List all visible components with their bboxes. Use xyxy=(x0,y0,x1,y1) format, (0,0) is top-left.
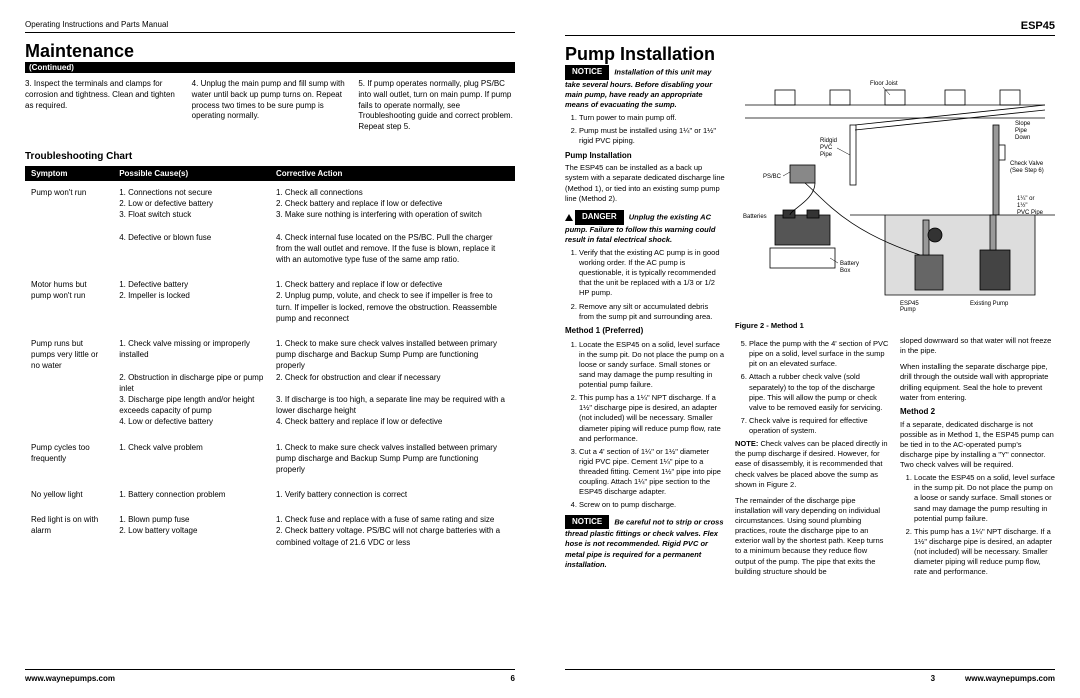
page-number-right: 3 xyxy=(931,674,935,683)
notice-badge-1: NOTICE xyxy=(565,65,609,80)
right-col-3: sloped downward so that water will not f… xyxy=(900,336,1055,669)
m2-step-2: This pump has a 1¼" NPT discharge. If a … xyxy=(914,527,1055,578)
title-maintenance: Maintenance xyxy=(25,41,515,62)
troubleshooting-table: Symptom Possible Cause(s) Corrective Act… xyxy=(25,166,515,556)
page-left: Operating Instructions and Parts Manual … xyxy=(0,0,540,698)
svg-text:PVC Pipe: PVC Pipe xyxy=(1017,210,1044,216)
th-symptom: Symptom xyxy=(25,166,113,181)
danger-badge: DANGER xyxy=(575,210,624,225)
table-row: Pump runs but pumps very little or no wa… xyxy=(25,332,515,436)
th-cause: Possible Cause(s) xyxy=(113,166,270,181)
troubleshooting-heading: Troubleshooting Chart xyxy=(25,151,515,162)
footer-url-right: www.waynepumps.com xyxy=(965,674,1055,683)
title-pump-installation: Pump Installation xyxy=(565,44,1055,65)
page-right: ESP45 Pump Installation NOTICE Installat… xyxy=(540,0,1080,698)
svg-text:Box: Box xyxy=(840,268,850,274)
continued-bar: (Continued) xyxy=(25,62,515,73)
notice-badge-2: NOTICE xyxy=(565,515,609,530)
pi-text: The ESP45 can be installed as a back up … xyxy=(565,163,725,204)
installation-diagram: Floor Joist Ridgid PVC Pipe PS/BC Batter… xyxy=(735,65,1055,315)
footer-url: www.waynepumps.com xyxy=(25,674,115,683)
svg-text:Pump: Pump xyxy=(900,307,916,313)
right-columns: NOTICE Installation of this unit may tak… xyxy=(565,65,1055,669)
svg-text:Down: Down xyxy=(1015,135,1030,141)
lbl-existing: Existing Pump xyxy=(970,301,1009,307)
table-row: Pump won't run1. Connections not secure … xyxy=(25,181,515,273)
right-col-23-wrap: Floor Joist Ridgid PVC Pipe PS/BC Batter… xyxy=(735,65,1055,669)
right-col-1: NOTICE Installation of this unit may tak… xyxy=(565,65,725,669)
verify-1: Verify that the existing AC pump is in g… xyxy=(579,248,725,299)
svg-text:(See Step 6): (See Step 6) xyxy=(1010,168,1044,174)
figure-caption: Figure 2 - Method 1 xyxy=(735,321,1055,330)
m1-step-3: Cut a 4' section of 1¼" or 1½" diameter … xyxy=(579,447,725,498)
footer-right: 3 www.waynepumps.com xyxy=(565,669,1055,683)
m1-step-6: Attach a rubber check valve (sold separa… xyxy=(749,372,890,413)
m2-step-1: Locate the ESP45 on a solid, level surfa… xyxy=(914,473,1055,524)
intro-col-1: 3. Inspect the terminals and clamps for … xyxy=(25,79,182,133)
table-row: Motor hums but pump won't run1. Defectiv… xyxy=(25,273,515,332)
m1-step-2: This pump has a 1¼" NPT discharge. If a … xyxy=(579,393,725,444)
right-col-2: Place the pump with the 4' section of PV… xyxy=(735,336,890,669)
method1-heading: Method 1 (Preferred) xyxy=(565,326,725,337)
m1-step-7: Check valve is required for effective op… xyxy=(749,416,890,436)
model-id: ESP45 xyxy=(1021,20,1055,32)
svg-text:PVC: PVC xyxy=(820,145,833,151)
m1-step-1: Locate the ESP45 on a solid, level surfa… xyxy=(579,340,725,391)
separate-discharge-text: When installing the separate discharge p… xyxy=(900,362,1055,403)
verify-2: Remove any silt or accumulated debris fr… xyxy=(579,302,725,322)
lbl-psbc: PS/BC xyxy=(763,174,782,180)
step-1: Turn power to main pump off. xyxy=(579,113,725,123)
intro-col-2: 4. Unplug the main pump and fill sump wi… xyxy=(192,79,349,133)
header-text: Operating Instructions and Parts Manual xyxy=(25,20,168,29)
lbl-pvc-pipe: 1¼" or xyxy=(1017,196,1034,202)
footer-left: www.waynepumps.com 6 xyxy=(25,669,515,683)
page-header-left: Operating Instructions and Parts Manual xyxy=(25,20,515,33)
lbl-batteries: Batteries xyxy=(743,214,767,220)
lbl-slope: Slope xyxy=(1015,121,1031,127)
page-header-right: ESP45 xyxy=(565,20,1055,36)
svg-text:Pipe: Pipe xyxy=(820,152,833,158)
m2-intro: If a separate, dedicated discharge is no… xyxy=(900,420,1055,471)
page-number: 6 xyxy=(511,674,515,683)
lbl-rigid-pvc: Ridgid xyxy=(820,138,837,144)
method2-heading: Method 2 xyxy=(900,407,1055,418)
note-check-valves: NOTE: Check valves can be placed directl… xyxy=(735,439,890,490)
lbl-battery-box: Battery xyxy=(840,261,859,267)
m1-step-4: Screw on to pump discharge. xyxy=(579,500,725,510)
table-row: Pump cycles too frequently1. Check valve… xyxy=(25,436,515,484)
warning-icon xyxy=(565,214,573,221)
intro-columns: 3. Inspect the terminals and clamps for … xyxy=(25,79,515,133)
th-action: Corrective Action xyxy=(270,166,515,181)
remainder-text: The remainder of the discharge pipe inst… xyxy=(735,496,890,577)
slope-text: sloped downward so that water will not f… xyxy=(900,336,1055,356)
pi-heading: Pump Installation xyxy=(565,151,725,162)
m1-step-5: Place the pump with the 4' section of PV… xyxy=(749,339,890,369)
intro-col-3: 5. If pump operates normally, plug PS/BC… xyxy=(358,79,515,133)
lbl-check-valve: Check Valve xyxy=(1010,161,1044,167)
table-row: No yellow light1. Battery connection pro… xyxy=(25,483,515,508)
table-row: Red light is on with alarm1. Blown pump … xyxy=(25,508,515,556)
lbl-floor-joist: Floor Joist xyxy=(870,81,898,87)
svg-text:Pipe: Pipe xyxy=(1015,128,1028,134)
svg-text:1½": 1½" xyxy=(1017,202,1027,209)
step-2: Pump must be installed using 1¼" or 1½" … xyxy=(579,126,725,146)
